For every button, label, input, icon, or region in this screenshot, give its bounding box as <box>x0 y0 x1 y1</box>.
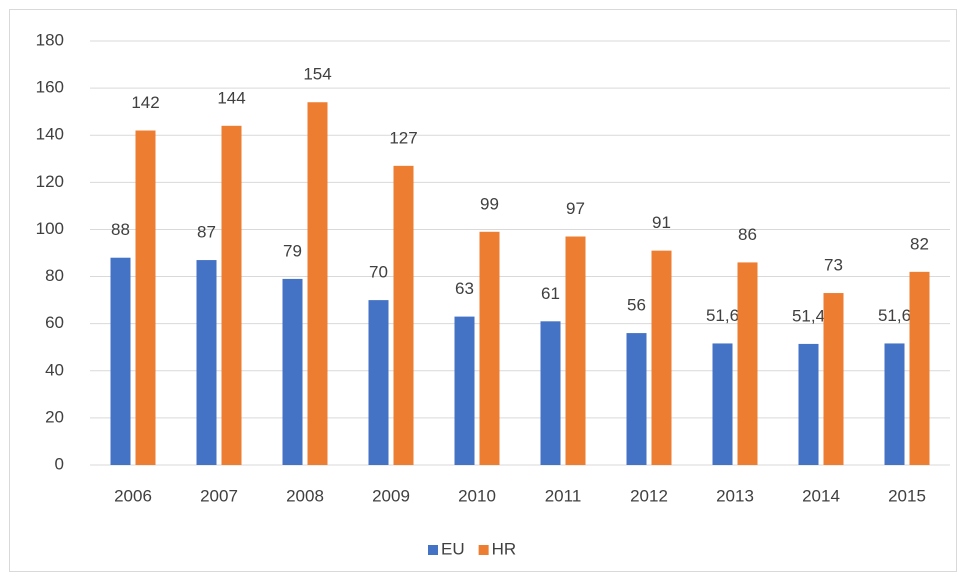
y-tick-label: 180 <box>36 30 64 49</box>
x-tick-label: 2007 <box>200 486 238 505</box>
bar <box>307 102 328 465</box>
data-label: 154 <box>303 65 331 84</box>
data-label: 142 <box>131 93 159 112</box>
data-label: 51,4 <box>792 306 825 325</box>
data-label: 63 <box>455 279 474 298</box>
legend-swatch <box>428 545 438 555</box>
data-label: 56 <box>627 296 646 315</box>
bar <box>712 343 733 465</box>
data-label: 91 <box>652 213 671 232</box>
legend-label: EU <box>441 539 465 558</box>
y-tick-label: 40 <box>45 360 64 379</box>
data-label: 127 <box>389 128 417 147</box>
bar <box>221 125 242 466</box>
bar <box>368 300 389 465</box>
y-tick-label: 160 <box>36 78 64 97</box>
bar <box>282 278 303 465</box>
y-tick-label: 140 <box>36 125 64 144</box>
bar <box>135 130 156 465</box>
x-tick-label: 2013 <box>716 486 754 505</box>
data-label: 99 <box>480 194 499 213</box>
x-tick-label: 2011 <box>545 486 582 505</box>
data-label: 61 <box>541 284 560 303</box>
bar <box>823 293 844 465</box>
y-tick-label: 120 <box>36 172 64 191</box>
bar <box>393 165 414 465</box>
bar <box>626 333 647 465</box>
y-tick-label: 60 <box>45 313 64 332</box>
bar <box>479 231 500 465</box>
data-label: 51,6 <box>706 306 739 325</box>
x-tick-label: 2010 <box>458 486 496 505</box>
data-label: 51,6 <box>878 306 911 325</box>
data-label: 73 <box>824 256 843 275</box>
data-label: 70 <box>369 263 388 282</box>
bar <box>110 257 131 465</box>
data-label: 88 <box>111 220 130 239</box>
data-label: 86 <box>738 225 757 244</box>
x-tick-label: 2009 <box>372 486 410 505</box>
bar <box>884 343 905 465</box>
x-tick-label: 2015 <box>888 486 926 505</box>
bar <box>798 343 819 465</box>
x-tick-label: 2012 <box>630 486 668 505</box>
y-tick-label: 0 <box>55 454 64 473</box>
bar <box>909 271 930 465</box>
x-tick-label: 2014 <box>802 486 840 505</box>
bar <box>737 262 758 465</box>
y-tick-label: 80 <box>45 266 64 285</box>
legend-swatch <box>478 545 489 555</box>
bar <box>565 236 586 465</box>
x-tick-label: 2006 <box>114 486 152 505</box>
y-tick-label: 20 <box>45 407 64 426</box>
data-label: 82 <box>910 234 929 253</box>
data-label: 79 <box>283 241 302 260</box>
bar <box>540 321 561 465</box>
bar <box>651 250 672 465</box>
bar <box>454 316 475 465</box>
data-label: 144 <box>217 88 245 107</box>
bar <box>196 260 217 465</box>
y-tick-label: 100 <box>36 219 64 238</box>
data-label: 97 <box>566 199 585 218</box>
data-label: 87 <box>197 223 216 242</box>
legend-label: HR <box>492 539 517 558</box>
x-tick-label: 2008 <box>286 486 324 505</box>
